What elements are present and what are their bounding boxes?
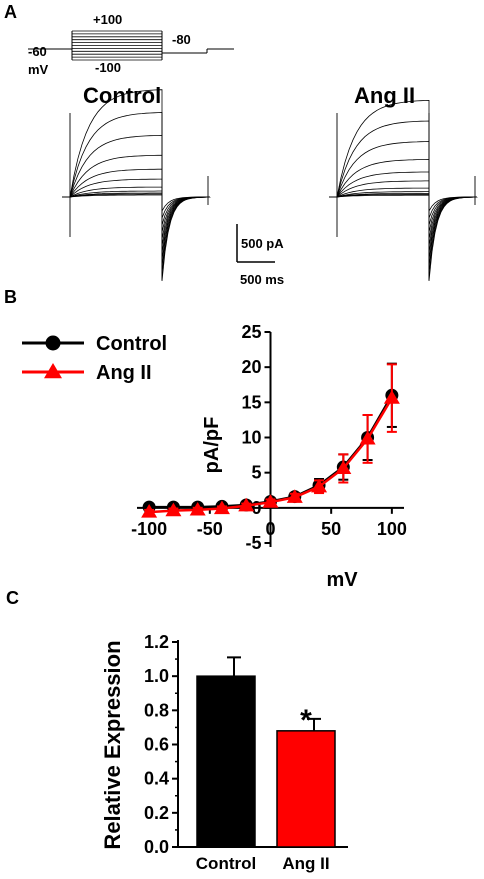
expression-bar-chart: 0.0 0.2 0.4 0.6 0.8 1.0 1.2 Control Ang II * Relat… — [100, 632, 348, 873]
y-tick-label: 25 — [241, 322, 261, 342]
data-point — [359, 430, 376, 445]
y-tick-label: 0 — [251, 498, 261, 518]
current-trace — [329, 191, 478, 261]
panel-c-letter: C — [6, 588, 19, 608]
current-trace — [62, 112, 210, 219]
current-traces-control — [62, 89, 211, 282]
data-point — [335, 460, 352, 475]
panel-a-letter: A — [4, 2, 17, 22]
legend: Control Ang II — [22, 333, 167, 384]
significance-asterisk: * — [300, 704, 312, 737]
protocol-steps — [28, 30, 234, 61]
x-axis-title: mV — [326, 569, 358, 591]
x-tick-label: -50 — [197, 519, 223, 539]
category-label: Control — [196, 854, 256, 873]
protocol-tail-label: -80 — [172, 32, 191, 47]
bar-control — [196, 675, 256, 848]
current-trace — [62, 192, 211, 268]
current-trace — [62, 134, 210, 226]
y-axis-title: pA/pF — [201, 417, 223, 474]
bar-ang-ii — [276, 730, 336, 848]
protocol-bottom-label: -100 — [95, 60, 121, 75]
y-tick-label: -5 — [245, 533, 261, 553]
data-point — [311, 478, 328, 493]
y-tick-label: 0.6 — [144, 735, 169, 755]
trace-title-ang-ii: Ang II — [354, 83, 415, 108]
protocol-hold-label: -60 — [28, 44, 47, 59]
current-trace — [329, 193, 478, 275]
data-point — [286, 489, 303, 503]
y-tick-label: 20 — [241, 357, 261, 377]
current-trace — [62, 194, 211, 282]
data-point — [213, 500, 230, 515]
y-tick-label: 1.0 — [144, 666, 169, 686]
x-tick-label: 0 — [265, 519, 275, 539]
current-trace — [329, 180, 478, 247]
category-label: Ang II — [282, 854, 329, 873]
y-tick-label: 1.2 — [144, 632, 169, 652]
series-ang-ii — [141, 363, 400, 518]
data-point — [189, 501, 206, 516]
data-point — [165, 502, 182, 517]
protocol-top-label: +100 — [93, 12, 122, 27]
trace-title-control: Control — [83, 83, 161, 108]
y-tick-label: 0.0 — [144, 837, 169, 857]
x-tick-label: 50 — [321, 519, 341, 539]
legend-marker — [45, 335, 61, 351]
panel-b-letter: B — [4, 287, 17, 307]
current-trace — [62, 193, 211, 275]
x-tick-label: -100 — [131, 519, 167, 539]
legend-marker — [44, 363, 62, 379]
voltage-protocol: -60 mV +100 -100 -80 — [28, 12, 234, 77]
current-trace — [62, 178, 211, 247]
y-tick-label: 0.8 — [144, 700, 169, 720]
data-point — [238, 497, 255, 512]
y-tick-label: 15 — [241, 392, 261, 412]
iv-curve-chart: -100 -50 0 50 100-50510152025mVpA/pFControlA… — [22, 322, 407, 591]
data-point — [383, 390, 400, 404]
current-trace — [329, 120, 477, 219]
current-traces-ang-ii — [329, 99, 478, 282]
y-tick-label: 0.2 — [144, 803, 169, 823]
y-tick-label: 0.4 — [144, 769, 169, 789]
scale-bar-time-label: 500 ms — [240, 272, 284, 287]
legend-label: Control — [96, 333, 167, 355]
data-point — [262, 494, 279, 508]
scale-bar: 500 pA 500 ms — [236, 224, 284, 287]
y-tick-label: 10 — [241, 428, 261, 448]
legend-label: Ang II — [96, 362, 152, 384]
current-trace — [329, 171, 478, 240]
current-trace — [329, 193, 478, 268]
scale-bar-current-label: 500 pA — [241, 236, 284, 251]
y-tick-label: 5 — [251, 463, 261, 483]
protocol-unit-label: mV — [28, 62, 49, 77]
current-trace — [62, 190, 211, 261]
y-axis-title: Relative Expression — [100, 640, 125, 849]
data-point — [141, 504, 158, 518]
x-tick-label: 100 — [377, 519, 407, 539]
current-trace — [329, 194, 478, 282]
